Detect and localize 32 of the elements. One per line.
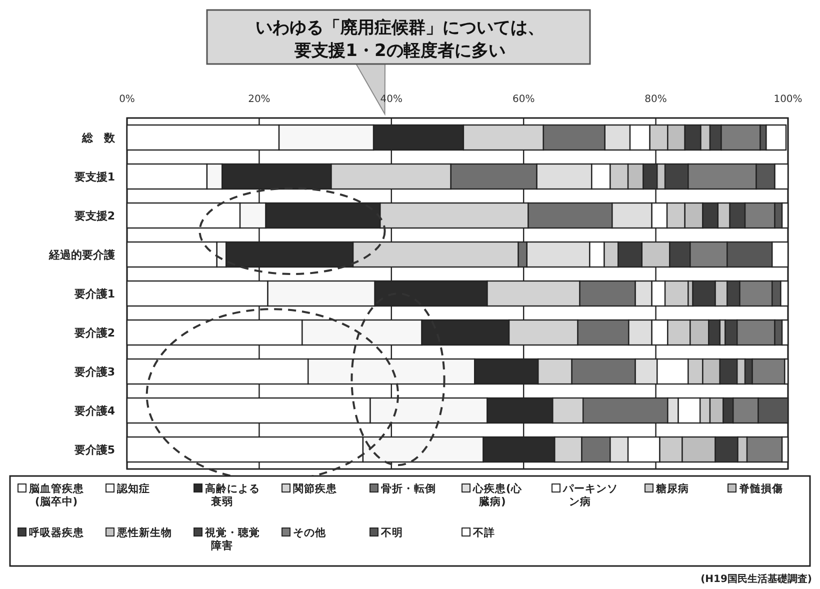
y-tick-label: 要支援1 [73,170,115,184]
legend-label: 心疾患(心臓病) [472,482,523,508]
y-tick-label: 要介護5 [73,444,115,456]
legend-label: 高齢による衰弱 [205,482,260,508]
legend-label: パーキンソン病 [562,483,618,508]
legend-label: 糖尿病 [655,482,689,495]
x-tick-label: 0% [119,94,135,105]
x-tick-label: 20% [248,94,270,105]
legend-label: 関節疾患 [293,482,338,495]
legend-label: 骨折・転倒 [381,482,436,495]
x-tick-label: 100% [774,94,802,105]
legend-label: 視覚・聴覚障害 [204,526,260,552]
x-tick-label: 60% [512,94,535,105]
legend-label: 認知症 [116,482,150,495]
x-tick-label: 80% [644,94,667,105]
legend-label: 脊髄損傷 [739,482,783,495]
y-tick-label: 要介護4 [73,404,116,418]
legend-label: 脳血管疾患(脳卒中) [28,482,85,508]
y-tick-label: 経過的要介護 [48,248,115,262]
y-tick-label: 要介護2 [73,326,115,340]
y-tick-label: 要介護1 [73,288,115,300]
text: (H19国民生活基礎調査) [700,573,812,585]
legend-label: 悪性新生物 [116,526,172,539]
y-tick-label: 要支援2 [73,210,115,222]
legend-label: その他 [293,526,327,539]
legend-label: 不明 [380,527,403,539]
y-tick-label: 総 数 [81,132,116,144]
legend-label: 不詳 [472,526,495,539]
text: いわゆる「廃用症候群」については、 [256,18,544,38]
legend-label: 呼吸器疾患 [29,526,85,539]
y-tick-label: 要介護3 [73,366,115,378]
text: 要支援1・2の軽度者に多い [294,41,506,61]
